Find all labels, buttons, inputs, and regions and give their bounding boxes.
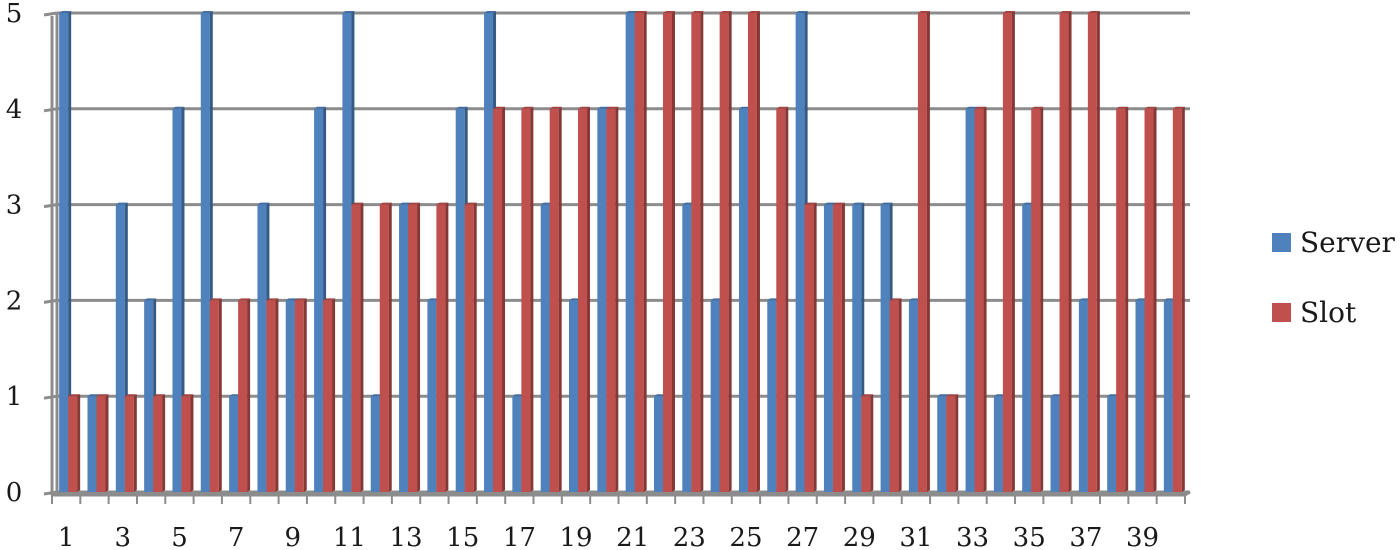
bar-slot (96, 394, 109, 492)
bar-slot (1116, 106, 1129, 493)
x-tick-label: 39 (1126, 523, 1159, 550)
bar-slot (379, 202, 392, 492)
bar-slot (747, 11, 760, 492)
bar-slot (1172, 106, 1185, 493)
bar-slot (124, 394, 137, 492)
bar-slot (323, 298, 336, 492)
y-tick-label: 1 (6, 382, 23, 412)
bar-series (59, 11, 1185, 493)
y-tick-label: 2 (6, 286, 23, 316)
x-tick-label: 1 (58, 523, 75, 550)
y-tick-label: 3 (6, 191, 23, 221)
x-tick-label: 23 (673, 523, 706, 550)
x-tick-label: 7 (228, 523, 245, 550)
bar-slot (1059, 11, 1072, 492)
bar-slot (1031, 106, 1044, 493)
x-tick-label: 17 (503, 523, 536, 550)
bar-slot (351, 202, 364, 492)
bar-slot (68, 394, 81, 492)
legend-swatch-slot (1272, 302, 1291, 322)
legend: Server Slot (1272, 222, 1395, 332)
x-tick-label: 33 (956, 523, 989, 550)
legend-swatch-server (1272, 232, 1291, 252)
y-tick-label: 4 (6, 95, 23, 125)
bar-slot (1002, 11, 1015, 492)
bar-slot (408, 202, 421, 492)
bar-server (59, 11, 72, 492)
x-tick-label: 19 (559, 523, 592, 550)
bar-slot (606, 106, 619, 493)
x-tick-label: 37 (1069, 523, 1102, 550)
bar-slot (804, 202, 817, 492)
bar-slot (436, 202, 449, 492)
bar-slot (776, 106, 789, 493)
x-tick-label: 35 (1013, 523, 1046, 550)
bar-slot (578, 106, 591, 493)
y-tick-label: 0 (6, 478, 23, 508)
bar-slot (153, 394, 166, 492)
bar-slot (209, 298, 222, 492)
bar-slot (294, 298, 307, 492)
legend-item-slot: Slot (1272, 292, 1395, 332)
x-tick-label: 27 (786, 523, 819, 550)
x-axis-ticks: 1 3 5 7 9 11 13 15 17 19 21 23 25 27 29 31 33 35 37 39 (51, 495, 1186, 550)
bar-slot (1144, 106, 1157, 493)
y-axis-ticks: 0 1 2 3 4 5 (6, 0, 23, 508)
bar-slot (266, 298, 279, 492)
bar-slot (662, 11, 675, 492)
x-tick-label: 21 (616, 523, 649, 550)
y-tick-label: 5 (6, 0, 23, 29)
x-tick-label: 31 (899, 523, 932, 550)
x-tick-label: 5 (171, 523, 188, 550)
x-tick-label: 11 (333, 523, 366, 550)
x-tick-label: 3 (115, 523, 132, 550)
bar-slot (1087, 11, 1100, 492)
x-tick-label: 9 (284, 523, 301, 550)
bar-slot (238, 298, 251, 492)
bar-slot (464, 202, 477, 492)
bar-slot (832, 202, 845, 492)
x-tick-label: 29 (843, 523, 876, 550)
x-tick-label: 13 (390, 523, 423, 550)
bar-slot (889, 298, 902, 492)
legend-item-server: Server (1272, 222, 1395, 262)
bar-slot (521, 106, 534, 493)
bar-slot (974, 106, 987, 493)
bar-slot (493, 106, 506, 493)
bar-slot (917, 11, 930, 492)
bar-slot (549, 106, 562, 493)
x-tick-label: 15 (446, 523, 479, 550)
bar-slot (634, 11, 647, 492)
legend-label-server: Server (1300, 225, 1395, 259)
x-tick-label: 25 (729, 523, 762, 550)
bar-slot (861, 394, 874, 492)
legend-label-slot: Slot (1300, 295, 1357, 329)
bar-slot (181, 394, 194, 492)
bar-slot (719, 11, 732, 492)
bar-slot (946, 394, 959, 492)
bar-slot (691, 11, 704, 492)
